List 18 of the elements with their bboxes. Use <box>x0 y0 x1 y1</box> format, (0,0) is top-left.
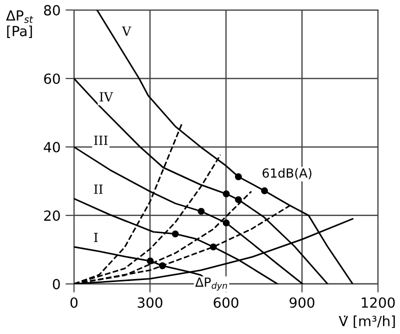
annotation: V <box>122 26 132 36</box>
x-tick-label: 900 <box>290 297 314 308</box>
annotation: III <box>94 136 108 145</box>
annotation: IV <box>100 92 114 102</box>
x-axis-title: V̇ [m³/h] <box>338 316 395 328</box>
x-tick-label: 300 <box>138 297 162 308</box>
x-tick-label: 600 <box>214 297 238 308</box>
annotation: I <box>94 232 98 242</box>
x-tick-label: 0 <box>70 297 78 308</box>
annotation: II <box>94 184 103 194</box>
y-tick-label: 40 <box>44 142 60 152</box>
y-tick-label: 60 <box>44 73 60 84</box>
y-tick-label: 80 <box>44 4 60 16</box>
x-tick-label: 1200 <box>362 297 395 308</box>
y-tick-label: 20 <box>44 210 60 221</box>
y-tick-label: 0 <box>52 278 60 290</box>
y-axis-title: ΔP$_{st}$ [Pa] <box>6 10 34 38</box>
annotation: 61dB(A) <box>262 168 312 180</box>
